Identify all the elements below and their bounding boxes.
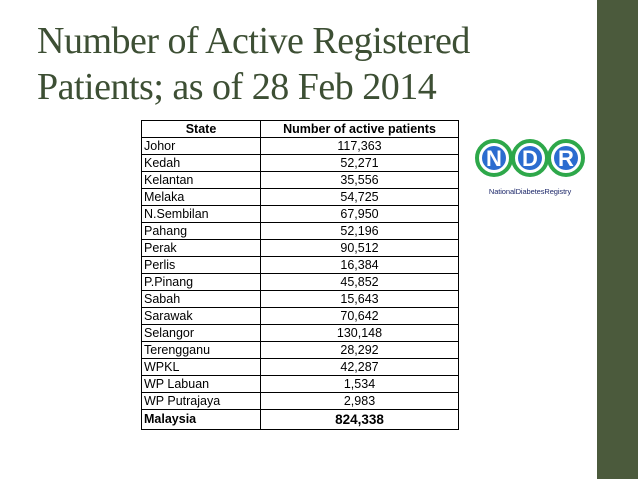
header-state: State: [141, 120, 261, 138]
cell-active-patients: 35,556: [260, 171, 459, 189]
cell-active-patients: 2,983: [260, 392, 459, 410]
cell-total-label: Malaysia: [141, 409, 261, 430]
cell-state: Kelantan: [141, 171, 261, 189]
ndr-circle-r: R: [547, 139, 585, 177]
cell-state: Sarawak: [141, 307, 261, 325]
table-header-row: State Number of active patients: [141, 120, 459, 138]
table-row: N.Sembilan 67,950: [141, 205, 459, 223]
cell-state: Sabah: [141, 290, 261, 308]
table-row: Sarawak 70,642: [141, 307, 459, 325]
cell-state: WP Putrajaya: [141, 392, 261, 410]
patients-table: State Number of active patients Johor 117…: [141, 120, 459, 430]
ndr-logo-caption: NationalDiabetesRegistry: [488, 187, 572, 196]
table-row: Selangor 130,148: [141, 324, 459, 342]
cell-active-patients: 28,292: [260, 341, 459, 359]
cell-state: Selangor: [141, 324, 261, 342]
cell-active-patients: 15,643: [260, 290, 459, 308]
ndr-logo-mark: N D R: [475, 139, 585, 177]
cell-state: N.Sembilan: [141, 205, 261, 223]
ndr-circle-n: N: [475, 139, 513, 177]
cell-state: Perlis: [141, 256, 261, 274]
table-row: Perak 90,512: [141, 239, 459, 257]
table-row: WPKL 42,287: [141, 358, 459, 376]
slide-title: Number of Active Registered Patients; as…: [37, 18, 557, 110]
cell-active-patients: 130,148: [260, 324, 459, 342]
cell-state: P.Pinang: [141, 273, 261, 291]
cell-active-patients: 70,642: [260, 307, 459, 325]
table-row: Pahang 52,196: [141, 222, 459, 240]
ndr-letter-n: N: [486, 146, 502, 171]
table-row: WP Labuan 1,534: [141, 375, 459, 393]
cell-state: Melaka: [141, 188, 261, 206]
cell-active-patients: 117,363: [260, 137, 459, 155]
table-row: Kelantan 35,556: [141, 171, 459, 189]
cell-active-patients: 42,287: [260, 358, 459, 376]
ndr-letter-d: D: [522, 146, 538, 171]
side-accent-bar: [597, 0, 638, 479]
cell-state: WPKL: [141, 358, 261, 376]
slide-title-line-2: Patients; as of 28 Feb 2014: [37, 66, 437, 108]
table-total-row: Malaysia 824,338: [141, 409, 459, 430]
cell-state: Kedah: [141, 154, 261, 172]
cell-state: Pahang: [141, 222, 261, 240]
table-row: P.Pinang 45,852: [141, 273, 459, 291]
cell-active-patients: 52,196: [260, 222, 459, 240]
ndr-circle-d: D: [511, 139, 549, 177]
table-row: Perlis 16,384: [141, 256, 459, 274]
cell-active-patients: 90,512: [260, 239, 459, 257]
table-row: Sabah 15,643: [141, 290, 459, 308]
cell-active-patients: 54,725: [260, 188, 459, 206]
cell-state: Terengganu: [141, 341, 261, 359]
table-row: WP Putrajaya 2,983: [141, 392, 459, 410]
cell-active-patients: 52,271: [260, 154, 459, 172]
ndr-letter-r: R: [558, 146, 574, 171]
table-row: Terengganu 28,292: [141, 341, 459, 359]
table-row: Kedah 52,271: [141, 154, 459, 172]
ndr-logo: N D R NationalDiabetesRegistry: [474, 132, 586, 202]
cell-state: Johor: [141, 137, 261, 155]
table-row: Johor 117,363: [141, 137, 459, 155]
header-active-patients: Number of active patients: [260, 120, 459, 138]
cell-state: WP Labuan: [141, 375, 261, 393]
cell-state: Perak: [141, 239, 261, 257]
cell-active-patients: 67,950: [260, 205, 459, 223]
cell-active-patients: 45,852: [260, 273, 459, 291]
table-row: Melaka 54,725: [141, 188, 459, 206]
slide-title-line-1: Number of Active Registered: [37, 20, 470, 62]
cell-active-patients: 16,384: [260, 256, 459, 274]
cell-total-value: 824,338: [260, 409, 459, 430]
cell-active-patients: 1,534: [260, 375, 459, 393]
